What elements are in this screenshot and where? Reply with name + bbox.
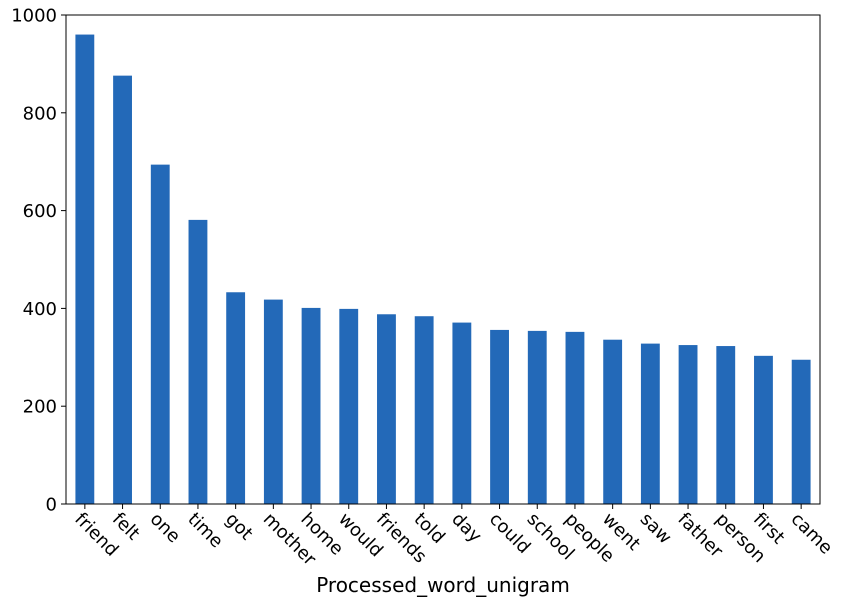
bar-told [414, 316, 434, 504]
bar-went [603, 339, 623, 504]
y-tick-label: 0 [46, 495, 57, 516]
x-tick-label: one [146, 509, 185, 548]
x-tick-label: could [485, 509, 534, 558]
y-tick-label: 400 [23, 299, 57, 320]
bar-time [188, 219, 208, 504]
bar-first [754, 355, 773, 504]
bar-school [527, 330, 547, 504]
x-tick-label: came [787, 509, 837, 559]
x-axis-title: Processed_word_unigram [316, 573, 570, 597]
bar-one [150, 164, 170, 504]
bar-mother [263, 299, 283, 504]
bar-could [490, 329, 509, 504]
bar-home [301, 307, 321, 504]
bar-would [339, 308, 359, 504]
y-axis: 0 200 400 600 800 1000 [11, 6, 66, 516]
bar-friend [75, 34, 95, 505]
y-tick-label: 200 [23, 397, 57, 418]
bar-person [716, 346, 736, 504]
bar-friends [377, 314, 396, 504]
bars-group [75, 34, 811, 505]
y-tick-label: 1000 [11, 6, 57, 27]
bar-father [678, 345, 698, 504]
y-tick-label: 800 [23, 103, 57, 124]
bar-people [565, 331, 585, 504]
bar-got [226, 292, 246, 504]
x-tick-label: day [447, 509, 486, 548]
bar-felt [113, 75, 132, 504]
y-tick-label: 600 [23, 201, 57, 222]
bar-came [791, 359, 811, 504]
x-tick-label: got [221, 509, 257, 545]
x-tick-label: time [183, 509, 227, 553]
bar-day [452, 322, 472, 504]
bar-saw [640, 343, 660, 504]
plot-frame [65, 14, 821, 505]
